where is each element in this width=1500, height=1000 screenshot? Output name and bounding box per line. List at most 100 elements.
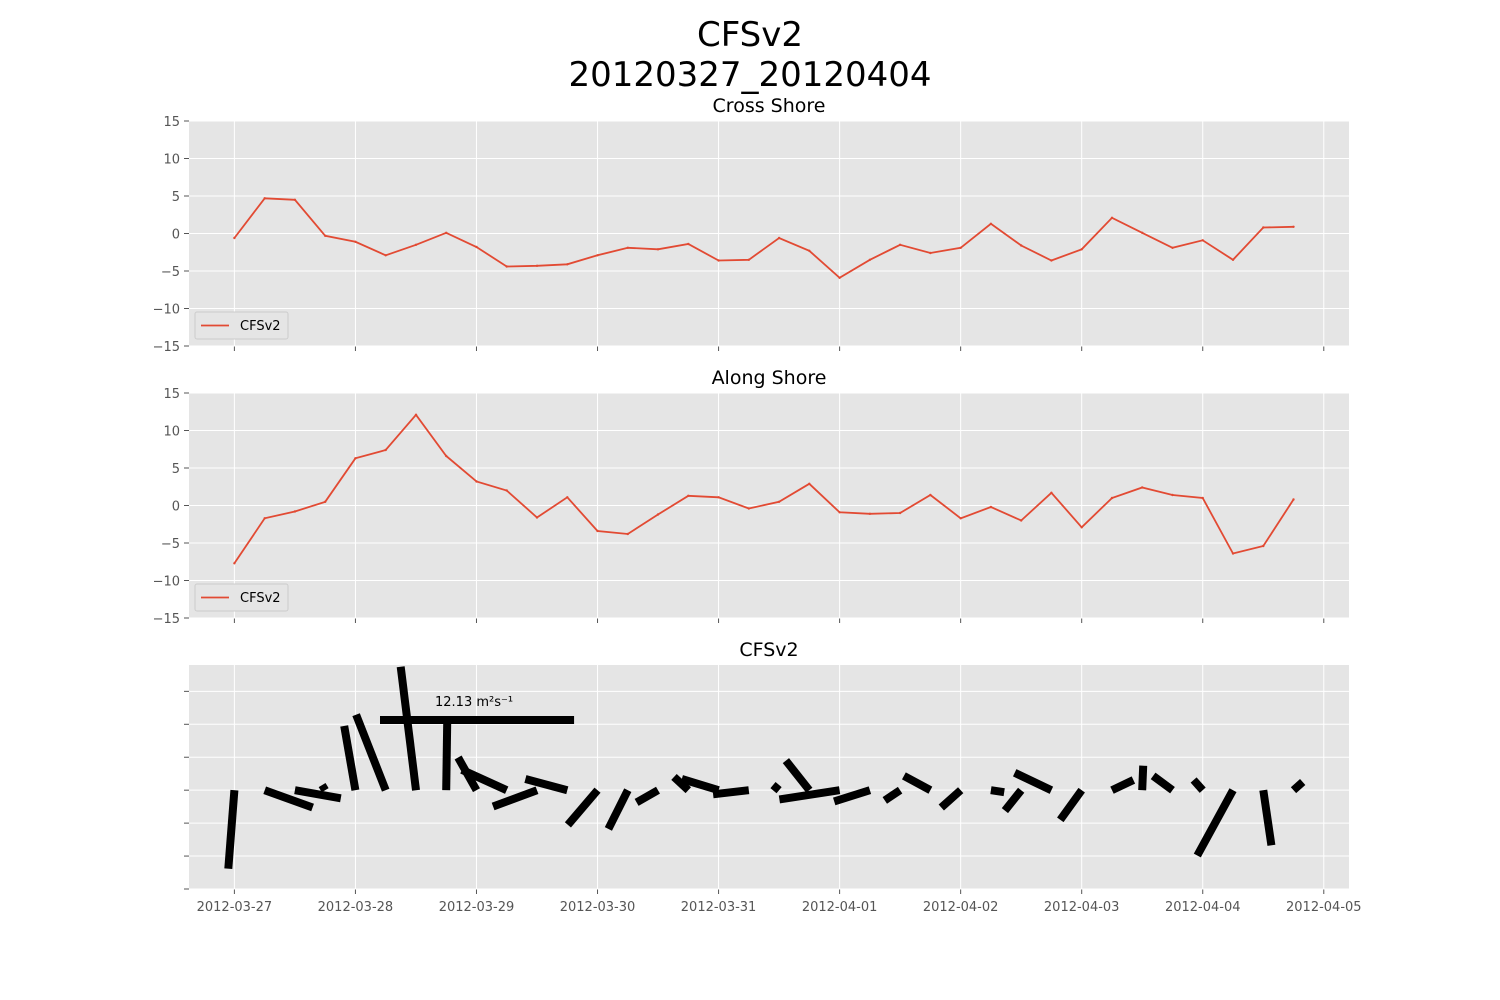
- y-tick-label: 5: [172, 190, 180, 205]
- y-tick-label: −5: [161, 265, 180, 280]
- x-tick-label: 2012-03-30: [560, 900, 636, 915]
- data-point: [868, 512, 872, 515]
- panel-title: CFSv2: [739, 639, 798, 661]
- data-point: [868, 258, 872, 261]
- wind-vector: [294, 786, 342, 803]
- data-point: [384, 254, 387, 257]
- data-point: [324, 234, 327, 237]
- plot-layer: 15 10 5 0 −5 −10 −15 Cross Shore CFSv2 15 10 5 0 −5 −1…: [153, 95, 1362, 915]
- data-point: [293, 198, 297, 201]
- plot-area: [189, 665, 1349, 889]
- data-point: [445, 231, 448, 234]
- wind-vector: [442, 722, 452, 791]
- wind-vector: [938, 787, 964, 811]
- wind-vector: [778, 786, 841, 804]
- data-point: [929, 251, 932, 255]
- data-point: [1171, 493, 1174, 497]
- legend: CFSv2: [194, 583, 289, 612]
- wind-vector: [1057, 787, 1085, 823]
- data-point: [324, 500, 327, 503]
- data-point: [1141, 486, 1144, 489]
- wind-vector: [1190, 777, 1206, 793]
- data-point: [989, 505, 993, 509]
- data-point: [263, 517, 266, 520]
- data-point: [1231, 258, 1235, 261]
- wind-vector: [263, 786, 314, 812]
- data-point: [777, 236, 781, 240]
- data-point: [445, 454, 448, 458]
- data-point: [959, 246, 962, 249]
- x-tick-label: 2012-03-28: [318, 900, 394, 915]
- legend-label: CFSv2: [240, 319, 281, 334]
- wind-vector: [634, 786, 660, 806]
- data-point: [233, 562, 236, 565]
- data-point: [1262, 226, 1265, 229]
- wind-vector: [340, 725, 360, 791]
- wind-vector: [1138, 765, 1148, 791]
- y-tick-label: 15: [163, 115, 180, 130]
- data-point: [626, 532, 629, 536]
- data-point: [838, 511, 841, 514]
- data-point: [687, 242, 690, 246]
- wind-vector: [1012, 769, 1054, 794]
- data-point: [959, 517, 962, 520]
- data-point: [747, 507, 750, 510]
- y-tick-label: −15: [153, 612, 180, 627]
- data-point: [898, 511, 902, 515]
- data-point: [1110, 216, 1114, 219]
- wind-vector: [1150, 772, 1175, 794]
- data-point: [808, 249, 811, 252]
- wind-vector: [1110, 776, 1136, 794]
- data-point: [626, 246, 629, 249]
- data-point: [233, 236, 236, 240]
- data-point: [475, 245, 478, 249]
- y-tick-label: −10: [153, 575, 180, 590]
- x-tick-label: 2012-04-03: [1044, 900, 1120, 915]
- data-point: [566, 496, 569, 499]
- data-point: [505, 489, 508, 492]
- y-tick-label: 10: [163, 425, 180, 440]
- data-point: [384, 448, 387, 452]
- y-tick-label: −10: [153, 303, 180, 318]
- data-point: [929, 493, 932, 497]
- wind-vector: [1259, 789, 1276, 846]
- data-point: [1292, 498, 1295, 501]
- data-point: [717, 496, 720, 499]
- legend-label: CFSv2: [240, 591, 281, 606]
- wind-vector: [564, 787, 601, 828]
- legend: CFSv2: [194, 311, 289, 340]
- quiver-vectors: [224, 666, 1306, 870]
- data-point: [475, 480, 478, 483]
- wind-vector: [318, 783, 329, 793]
- figure-title-line2: 20120327_20120404: [568, 55, 931, 95]
- wind-vector: [833, 786, 872, 806]
- data-point: [747, 258, 750, 261]
- wind-vector: [1193, 788, 1237, 858]
- data-point: [414, 243, 418, 246]
- data-point: [354, 457, 357, 460]
- series-line: [233, 197, 1294, 279]
- wind-vector: [902, 772, 933, 794]
- data-point: [1110, 496, 1114, 500]
- data-point: [1262, 544, 1265, 548]
- data-point: [1231, 552, 1235, 555]
- data-point: [898, 243, 902, 246]
- wind-vector: [352, 713, 390, 792]
- wind-vector: [671, 773, 692, 794]
- data-point: [293, 510, 297, 513]
- data-point: [354, 240, 357, 243]
- data-point: [535, 264, 539, 267]
- data-point: [1201, 496, 1204, 500]
- data-point: [1080, 248, 1083, 251]
- data-point: [596, 529, 599, 533]
- data-point: [1050, 259, 1053, 262]
- wind-vector: [770, 782, 782, 794]
- y-tick-label: −5: [161, 537, 180, 552]
- panel-2: 15 10 5 0 −5 −10 −15 Along Shore CFSv2: [153, 367, 1349, 627]
- quiver-key-label: 12.13 m²s⁻¹: [435, 695, 513, 710]
- data-point: [838, 276, 841, 279]
- data-point: [1050, 491, 1053, 494]
- series-line: [233, 413, 1295, 564]
